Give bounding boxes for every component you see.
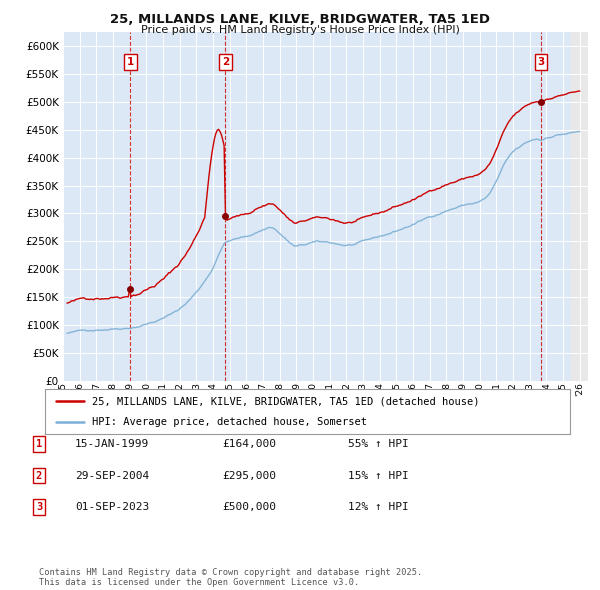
Bar	[571, 32, 588, 381]
Text: 25, MILLANDS LANE, KILVE, BRIDGWATER, TA5 1ED: 25, MILLANDS LANE, KILVE, BRIDGWATER, TA…	[110, 13, 490, 26]
Text: 3: 3	[537, 57, 544, 67]
Text: 55% ↑ HPI: 55% ↑ HPI	[348, 439, 409, 448]
Text: 01-SEP-2023: 01-SEP-2023	[75, 503, 149, 512]
Text: 12% ↑ HPI: 12% ↑ HPI	[348, 503, 409, 512]
Bar	[130, 32, 226, 381]
Text: HPI: Average price, detached house, Somerset: HPI: Average price, detached house, Some…	[92, 417, 367, 427]
Text: 2: 2	[36, 471, 42, 480]
Text: £164,000: £164,000	[222, 439, 276, 448]
Text: 1: 1	[36, 439, 42, 448]
Text: 2: 2	[222, 57, 229, 67]
Text: 1: 1	[127, 57, 134, 67]
Text: 15-JAN-1999: 15-JAN-1999	[75, 439, 149, 448]
Text: 29-SEP-2004: 29-SEP-2004	[75, 471, 149, 480]
Bar	[541, 32, 571, 381]
Text: £500,000: £500,000	[222, 503, 276, 512]
Text: 25, MILLANDS LANE, KILVE, BRIDGWATER, TA5 1ED (detached house): 25, MILLANDS LANE, KILVE, BRIDGWATER, TA…	[92, 396, 480, 407]
Text: 15% ↑ HPI: 15% ↑ HPI	[348, 471, 409, 480]
Text: Contains HM Land Registry data © Crown copyright and database right 2025.
This d: Contains HM Land Registry data © Crown c…	[39, 568, 422, 587]
Text: 3: 3	[36, 503, 42, 512]
Text: £295,000: £295,000	[222, 471, 276, 480]
Text: Price paid vs. HM Land Registry's House Price Index (HPI): Price paid vs. HM Land Registry's House …	[140, 25, 460, 35]
